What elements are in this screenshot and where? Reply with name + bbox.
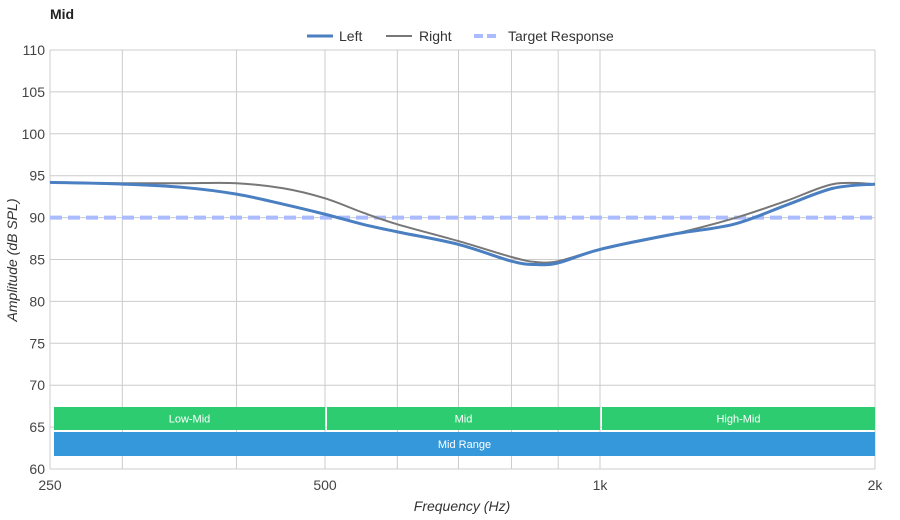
y-tick-label: 90 [29,210,45,226]
series-line-right [49,181,876,264]
x-tick-label: 250 [38,477,62,493]
range-band [54,432,875,456]
range-band [327,407,600,430]
grid [49,49,876,470]
y-tick-label: 95 [29,168,45,184]
series-line-left [49,180,876,267]
y-tick-label: 105 [22,84,46,100]
x-tick-label: 2k [868,477,884,493]
y-tick-label: 70 [29,377,45,393]
range-band [602,407,875,430]
chart-title: Mid [50,6,75,22]
legend-label: Right [419,28,452,44]
range-band [54,407,325,430]
y-tick-label: 110 [23,42,46,58]
y-axis-label: Amplitude (dB SPL) [4,199,20,323]
x-axis-label: Frequency (Hz) [414,498,510,514]
range-band-label: High-Mid [716,414,760,426]
legend: Left Right Target Response [307,28,614,44]
tick-labels: 60 65 70 75 80 85 90 95 100 105 110 250 500 1k 2k [22,42,884,493]
y-tick-label: 100 [22,126,46,142]
x-tick-label: 500 [313,477,337,493]
legend-label: Left [339,28,362,44]
y-tick-label: 65 [29,419,45,435]
y-tick-label: 60 [29,461,45,477]
series-lines [49,180,876,267]
y-tick-label: 85 [29,252,45,268]
range-band-label: Mid Range [438,439,491,451]
legend-label: Target Response [508,28,614,44]
range-band-label: Mid [455,414,473,426]
y-tick-label: 80 [29,293,45,309]
range-bands: Low-Mid Mid High-Mid Mid Range [54,407,875,456]
x-tick-label: 1k [593,477,609,493]
range-band-label: Low-Mid [169,414,211,426]
y-tick-label: 75 [29,335,45,351]
